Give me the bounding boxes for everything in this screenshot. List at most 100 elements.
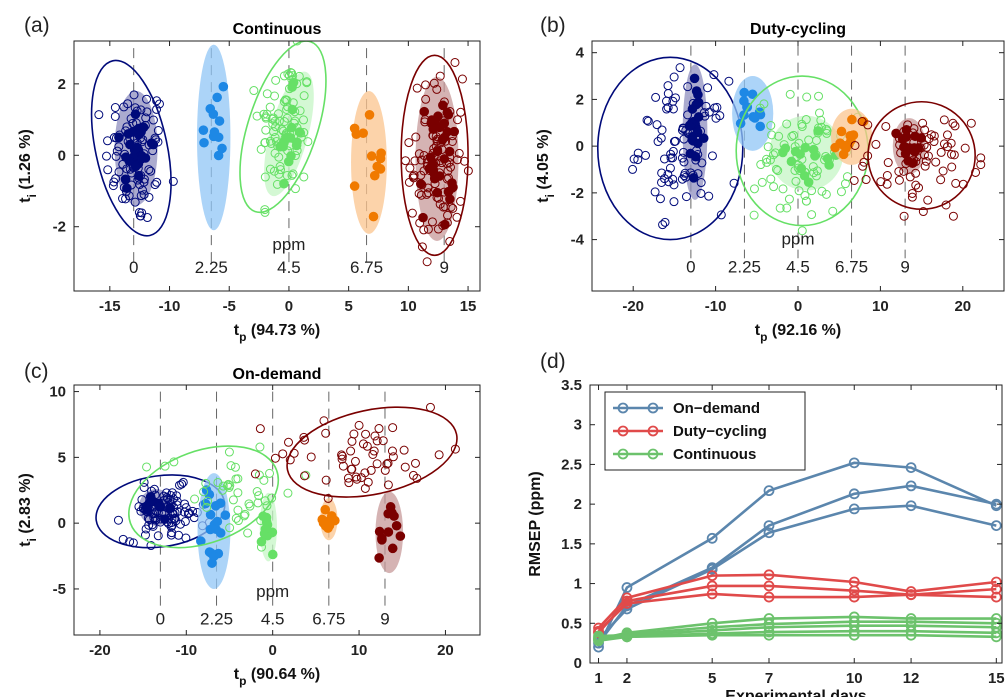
sample-point bbox=[278, 449, 288, 459]
sample-point-filled bbox=[444, 146, 455, 157]
sample-point bbox=[349, 429, 359, 439]
series-point bbox=[706, 580, 718, 592]
sample-point bbox=[125, 537, 135, 547]
sample-point-filled bbox=[907, 158, 918, 169]
y-tick-label: 5 bbox=[58, 449, 66, 466]
sample-point-filled bbox=[836, 126, 847, 137]
sample-point bbox=[404, 138, 414, 148]
sample-point bbox=[842, 172, 852, 182]
level-label: 6.75 bbox=[312, 609, 345, 628]
sample-point-filled bbox=[215, 528, 226, 538]
sample-point bbox=[168, 176, 178, 186]
xlabel-sub: p bbox=[239, 330, 246, 344]
sample-point bbox=[658, 220, 668, 230]
sample-point-filled bbox=[208, 551, 219, 562]
ylabel-main: t bbox=[17, 197, 34, 203]
panel-b-plot bbox=[596, 45, 986, 259]
sample-point bbox=[828, 206, 838, 216]
y-tick-label: -4 bbox=[571, 232, 585, 249]
sample-point bbox=[119, 102, 129, 112]
sample-point bbox=[337, 451, 347, 461]
panel-b: 0 2.25 4.5 6.75 9 ppm bbox=[596, 45, 986, 276]
ppm-label: ppm bbox=[781, 229, 814, 248]
sample-point-filled bbox=[687, 131, 698, 142]
y-tick-label: -2 bbox=[571, 185, 584, 202]
series-point bbox=[763, 527, 775, 539]
sample-point bbox=[261, 125, 271, 135]
xlabel-main: t bbox=[234, 666, 240, 683]
legend-marker bbox=[647, 425, 659, 437]
sample-point bbox=[202, 502, 212, 512]
sample-point bbox=[139, 482, 149, 492]
sample-point bbox=[108, 181, 118, 191]
sample-point bbox=[679, 157, 689, 167]
sample-point bbox=[456, 196, 466, 206]
sample-point-filled bbox=[220, 510, 231, 520]
sample-point bbox=[171, 516, 181, 526]
sample-point bbox=[899, 211, 909, 221]
series-point bbox=[990, 576, 1002, 588]
series-line bbox=[597, 573, 997, 629]
sample-point bbox=[882, 179, 892, 189]
sample-point bbox=[287, 170, 297, 180]
sample-point bbox=[269, 166, 279, 176]
sample-point bbox=[882, 171, 892, 181]
sample-point bbox=[663, 89, 673, 99]
x-tick-label: 0 bbox=[794, 298, 802, 315]
sample-point bbox=[180, 499, 190, 509]
sample-point-filled bbox=[439, 154, 450, 164]
panel-a-xlabel: tp (94.73 %) bbox=[234, 322, 320, 344]
sample-point bbox=[715, 111, 725, 121]
y-tick-label: -5 bbox=[53, 581, 66, 598]
sample-point bbox=[270, 133, 280, 143]
sample-point-filled bbox=[901, 132, 912, 142]
sample-point bbox=[941, 200, 951, 210]
sample-point bbox=[858, 161, 868, 171]
sample-point bbox=[423, 188, 433, 198]
sample-point bbox=[641, 150, 651, 160]
sample-point bbox=[288, 169, 298, 179]
sample-point-filled bbox=[366, 151, 377, 161]
sample-point bbox=[286, 67, 296, 77]
sample-point-filled bbox=[349, 181, 360, 191]
sample-point bbox=[664, 177, 674, 187]
sample-point bbox=[660, 217, 670, 227]
sample-point-filled bbox=[260, 524, 271, 535]
sample-point bbox=[729, 178, 739, 188]
sample-point bbox=[260, 205, 270, 215]
sample-point bbox=[372, 459, 382, 469]
sample-point-filled bbox=[160, 514, 170, 525]
x-tick-label: -10 bbox=[705, 298, 727, 315]
sample-point-filled bbox=[755, 121, 766, 132]
sample-point bbox=[283, 488, 293, 498]
sample-point bbox=[343, 473, 353, 483]
xlabel-main: t bbox=[755, 322, 761, 339]
sample-point-filled bbox=[693, 112, 704, 122]
sample-point-filled bbox=[132, 142, 142, 153]
ppm-label: ppm bbox=[256, 582, 289, 601]
group-ellipse bbox=[400, 54, 469, 257]
sample-point-filled bbox=[294, 127, 305, 137]
level-label: 2.25 bbox=[195, 258, 228, 277]
y-tick-label: 0 bbox=[574, 655, 582, 672]
sample-point bbox=[404, 177, 414, 187]
sample-point bbox=[652, 120, 662, 130]
series-point bbox=[621, 582, 633, 593]
sample-point bbox=[378, 436, 388, 446]
sample-point bbox=[282, 113, 292, 123]
sample-point bbox=[651, 92, 661, 102]
x-tick-label: -10 bbox=[175, 642, 197, 659]
panel-a: 0 2.25 4.5 6.75 9 ppm bbox=[90, 41, 473, 277]
x-tick-label: 2 bbox=[623, 670, 631, 687]
sample-point bbox=[243, 528, 253, 538]
sample-point bbox=[767, 130, 777, 140]
sample-point bbox=[337, 450, 347, 460]
sample-point bbox=[666, 149, 676, 159]
x-tick-label: -10 bbox=[159, 298, 181, 315]
sample-point-filled bbox=[688, 173, 699, 183]
sample-point bbox=[800, 190, 810, 200]
panel-c-ylabel: ti (2.83 %) bbox=[17, 473, 39, 547]
sample-point bbox=[255, 442, 265, 452]
sample-point bbox=[254, 491, 264, 501]
